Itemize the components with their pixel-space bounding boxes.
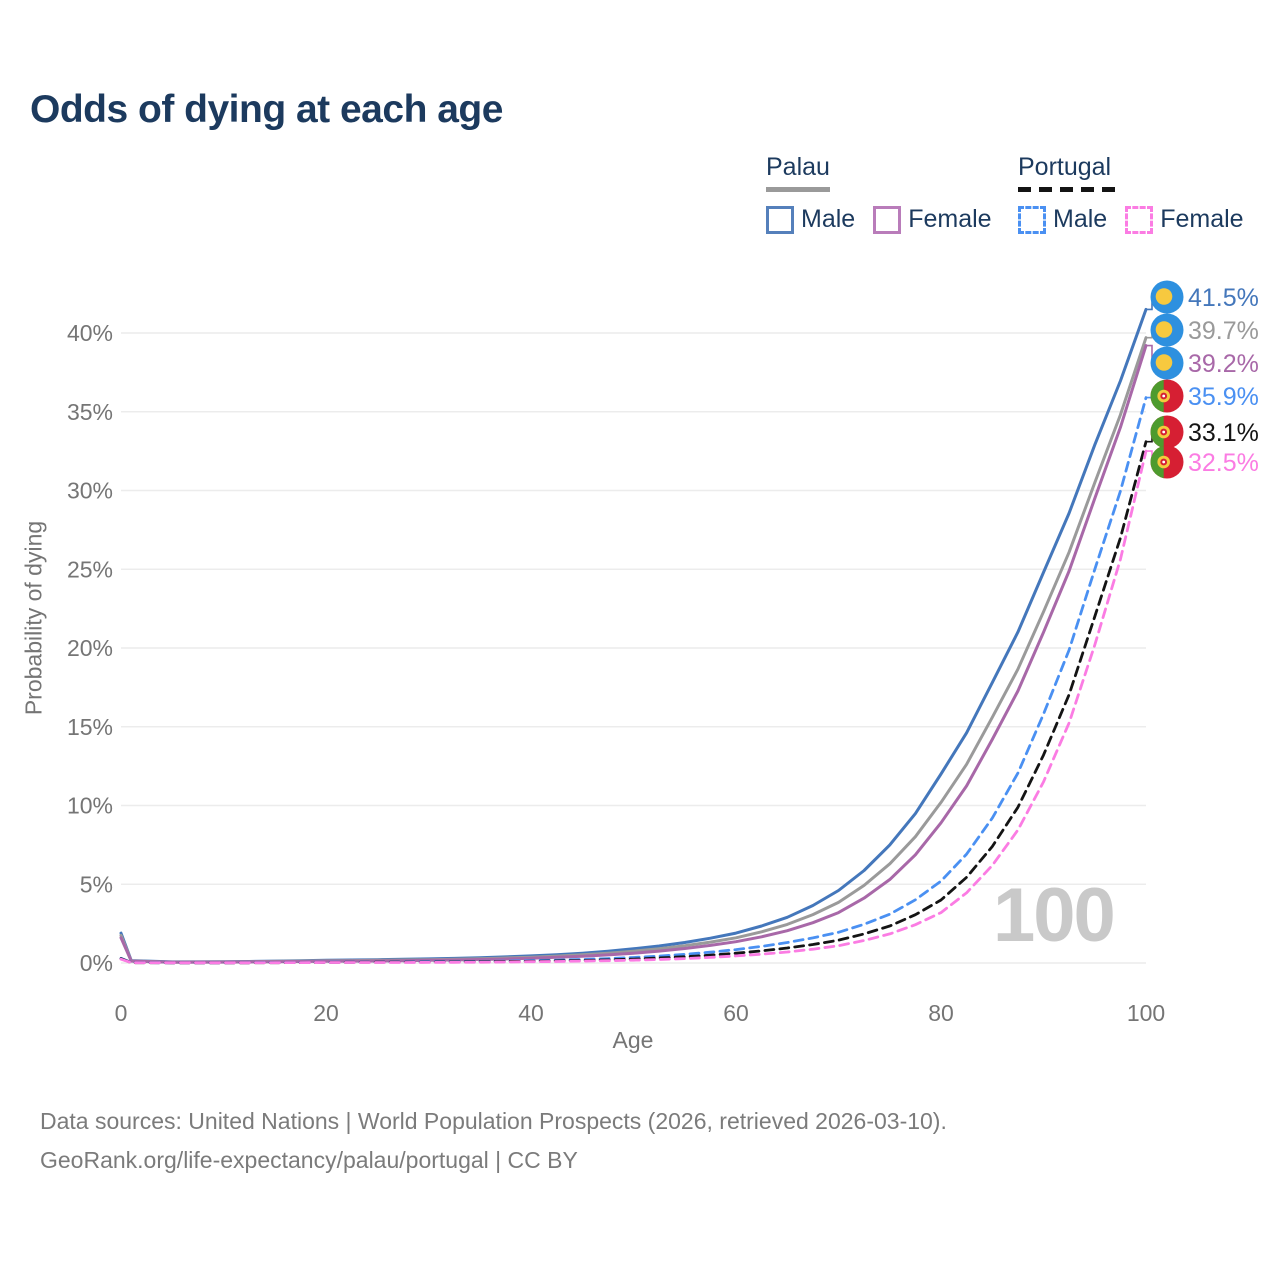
- portugal-line-style-swatch: [1018, 187, 1120, 192]
- legend-label-palau-female: Female: [908, 205, 992, 233]
- y-axis-title: Probability of dying: [20, 520, 47, 716]
- y-tick-label: 20%: [67, 635, 113, 661]
- x-tick-label: 100: [1127, 1000, 1165, 1026]
- x-tick-label: 0: [115, 1000, 128, 1026]
- y-tick-label: 35%: [67, 399, 113, 425]
- x-tick-label: 40: [518, 1000, 544, 1026]
- flag-icon-portugal: [1150, 445, 1184, 479]
- flag-icon-palau: [1150, 280, 1184, 314]
- flag-icon-portugal: [1150, 415, 1184, 449]
- series-line-portugal-male: [119, 396, 1148, 965]
- end-label-portugal-both: 33.1%: [1188, 419, 1259, 447]
- legend-item-portugal-female[interactable]: Female: [1125, 205, 1244, 234]
- x-axis-title: Age: [612, 1027, 654, 1053]
- portugal-female-swatch-icon: [1125, 205, 1154, 234]
- x-tick-label: 60: [723, 1000, 749, 1026]
- palau-male-swatch-icon: [766, 205, 794, 234]
- flag-icon-palau: [1150, 346, 1184, 380]
- legend-label-palau-male: Male: [801, 205, 856, 233]
- portugal-flag-icon: [1150, 379, 1184, 413]
- legend-group-palau: Palau Male Female: [766, 153, 992, 234]
- series-line-palau-female: [119, 344, 1148, 964]
- page-title: Odds of dying at each age: [30, 88, 503, 131]
- watermark-age-100: 100: [993, 873, 1116, 958]
- flag-icon-portugal: [1150, 379, 1184, 413]
- legend-country-palau[interactable]: Palau: [766, 153, 830, 181]
- palau-line-style-swatch: [766, 187, 830, 192]
- legend-label-portugal-male: Male: [1053, 205, 1108, 233]
- end-label-portugal-male: 35.9%: [1188, 383, 1259, 411]
- footer-attribution: GeoRank.org/life-expectancy/palau/portug…: [40, 1147, 578, 1173]
- legend-group-portugal: Portugal Male Female: [1018, 153, 1244, 234]
- y-tick-label: 30%: [67, 478, 113, 504]
- end-label-palau-female: 39.2%: [1188, 350, 1259, 378]
- palau-flag-sun: [1155, 354, 1173, 371]
- y-tick-label: 10%: [67, 793, 113, 819]
- flag-icon-palau: [1150, 313, 1184, 347]
- x-tick-label: 20: [313, 1000, 339, 1026]
- legend-item-palau-male[interactable]: Male: [766, 205, 855, 234]
- y-tick-label: 0%: [80, 950, 113, 976]
- series-line-palau-both: [119, 336, 1148, 964]
- y-tick-label: 40%: [67, 320, 113, 346]
- legend-label-portugal-female: Female: [1160, 205, 1244, 233]
- x-tick-label: 80: [928, 1000, 954, 1026]
- legend-country-portugal[interactable]: Portugal: [1018, 153, 1112, 181]
- portugal-flag-icon: [1150, 415, 1184, 449]
- end-label-palau-male: 41.5%: [1188, 284, 1259, 312]
- portugal-flag-icon: [1150, 445, 1184, 479]
- y-tick-label: 25%: [67, 556, 113, 582]
- series-line-portugal-female: [119, 449, 1148, 965]
- end-label-portugal-female: 32.5%: [1188, 449, 1259, 477]
- palau-flag-sun: [1155, 288, 1173, 305]
- end-label-palau-both: 39.7%: [1188, 317, 1259, 345]
- legend-item-portugal-male[interactable]: Male: [1018, 205, 1107, 234]
- series-line-palau-male: [119, 307, 1148, 964]
- palau-female-swatch-icon: [873, 205, 902, 234]
- portugal-male-swatch-icon: [1018, 205, 1046, 234]
- legend-item-palau-female[interactable]: Female: [873, 205, 992, 234]
- palau-flag-sun: [1155, 321, 1173, 338]
- y-tick-label: 15%: [67, 714, 113, 740]
- y-tick-label: 5%: [80, 871, 113, 897]
- footer-data-sources: Data sources: United Nations | World Pop…: [40, 1108, 947, 1134]
